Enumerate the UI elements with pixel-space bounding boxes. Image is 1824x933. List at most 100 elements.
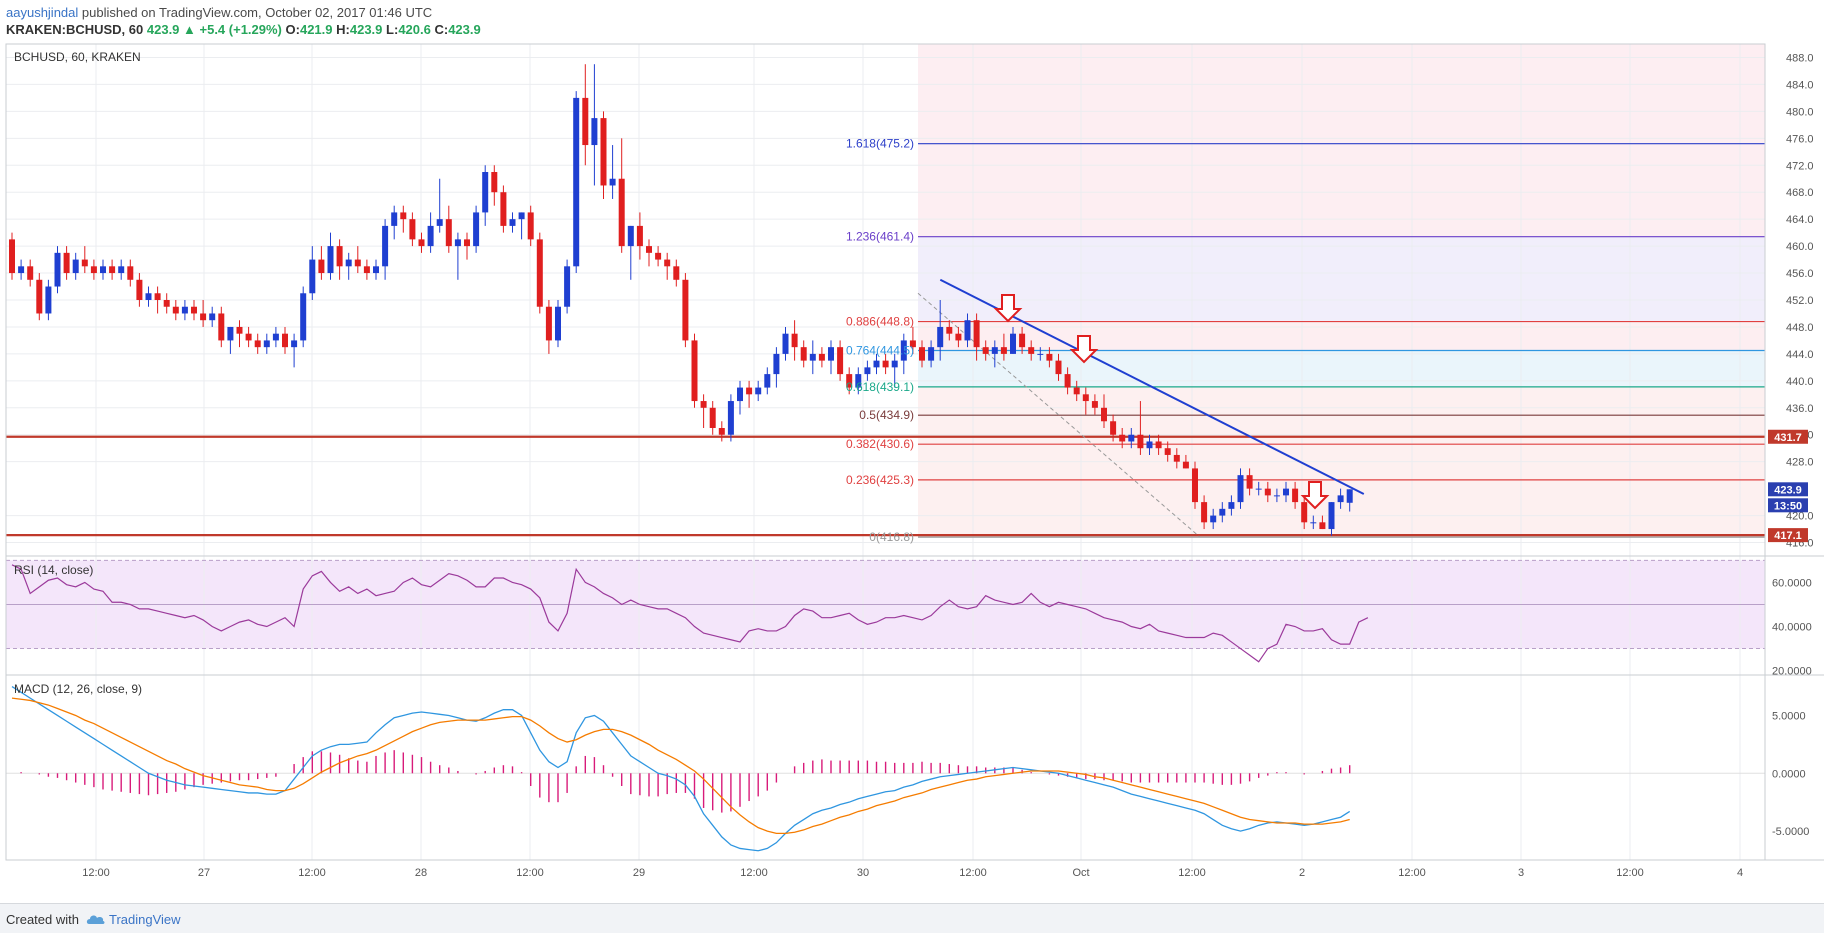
candle-body [1192,468,1198,503]
candle-body [664,259,671,267]
candle-body [263,340,270,348]
candle-body [409,219,416,240]
candle-body [1146,441,1153,449]
ohlc-o-label: O: [285,22,300,37]
candle-body [755,387,762,395]
candle-body [873,360,880,368]
candle-body [145,293,152,300]
candle-body [691,340,698,402]
candle-body [1201,502,1208,523]
candle-body [1283,488,1289,496]
candle-body [172,306,179,314]
published-text: published on TradingView.com, October 02… [81,5,433,20]
price-change: 423.9 ▲ +5.4 (+1.29%) [146,22,282,37]
time-axis-tick: 29 [633,867,645,879]
candle-body [1110,421,1117,435]
price-axis-tick: 472.0 [1786,160,1814,172]
time-axis-tick: 12:00 [959,867,987,879]
candle-body [773,353,780,375]
candle-body [209,313,216,321]
macd-line [11,686,1351,852]
candle-body [336,246,343,267]
candle-body [582,97,589,146]
candle-body [618,178,625,247]
candle-body [782,333,789,354]
fib-level-label: 0.382(430.6) [846,437,914,451]
candle-body [482,172,489,213]
candle-body [54,252,61,287]
candle-body [1019,333,1026,348]
fib-level-label: 0(416.8) [869,530,914,544]
last-price-badge-bg [1768,482,1808,497]
price-axis-tick: 456.0 [1786,268,1814,280]
candle-body [18,266,25,274]
candle-body [282,333,288,348]
candle-body [564,266,571,307]
resistance-arrow-1 [993,294,1023,323]
tradingview-brand-link[interactable]: TradingView [109,912,181,927]
candle-body [318,259,325,274]
candle-body [1091,401,1098,408]
fib-level-label: 1.618(475.2) [846,137,914,151]
candle-body [436,219,443,226]
price-axis-tick: 476.0 [1786,133,1814,145]
macd-pane-title: MACD (12, 26, close, 9) [14,682,142,696]
candle-body [236,326,243,334]
macd-axis-tick: 0.0000 [1772,768,1806,780]
time-axis-tick: 12:00 [1178,867,1206,879]
candle-body [928,347,935,361]
candle-body [527,212,534,240]
price-axis-tick: 448.0 [1786,322,1814,334]
candle-body [1182,461,1189,469]
candle-body [1173,454,1180,462]
chart-area[interactable]: 1.618(475.2) 1.236(461.4) 0.886(448.8) 0.76… [0,42,1824,903]
time-axis-tick: 4 [1737,867,1743,879]
candle-body [709,407,716,428]
time-axis-tick: 2 [1299,867,1305,879]
publish-line: aayushjindal published on TradingView.co… [6,5,432,20]
price-axis-tick: 480.0 [1786,106,1814,118]
candle-body [609,178,616,186]
candle-body [509,219,516,226]
candle-body [791,333,798,348]
candle-body [518,212,525,220]
footer-bar: Created with TradingView [0,903,1824,933]
time-axis-tick: 12:00 [516,867,544,879]
ohlc-l-label: L: [386,22,399,37]
candle-body [191,306,197,314]
candle-body [891,360,898,368]
candle-body [1301,502,1308,523]
candle-body [1228,502,1235,509]
candle-body [1219,508,1226,516]
candle-body [1237,475,1244,503]
price-axis-tick: 460.0 [1786,241,1814,253]
tradingview-logo-icon [86,915,105,924]
resistance-arrow-2 [1069,335,1099,364]
candle-body [309,259,316,294]
candle-body [9,239,15,274]
candle-body [1128,434,1135,442]
symbol-name: KRAKEN:BCHUSD, 60 [6,22,144,37]
candle-body [1010,333,1016,354]
candle-body [464,239,470,247]
candle-body [1264,488,1271,496]
fib-zone-mid-2 [918,350,1765,387]
candle-body [300,293,307,341]
candle-body [536,239,543,307]
support-badge-upper: 431.7 [1774,432,1802,444]
author-link[interactable]: aayushjindal [6,5,79,20]
time-axis-tick: 12:00 [1616,867,1644,879]
candle-body [373,266,379,274]
price-axis-tick: 420.0 [1786,511,1814,523]
candle-body [1028,347,1035,354]
candle-body [27,266,34,280]
rsi-axis-tick: 40.0000 [1772,622,1812,634]
candle-body [882,360,889,368]
candle-body [72,259,79,274]
candle-body [809,353,816,361]
candle-body [1064,374,1071,388]
candle-body [800,347,807,361]
candle-body [1310,522,1317,524]
candle-body [391,212,398,226]
candle-body [254,340,261,348]
